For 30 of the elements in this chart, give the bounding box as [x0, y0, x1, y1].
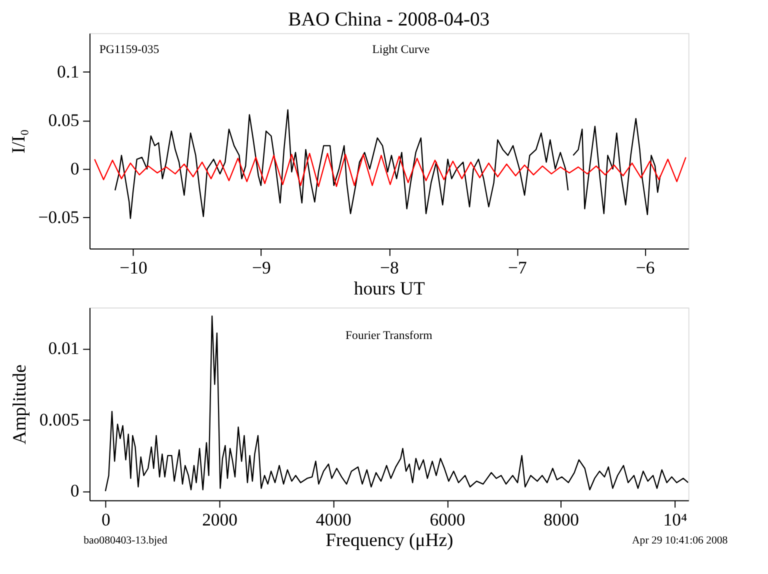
- x-tick-label: −7: [508, 258, 527, 278]
- y-tick-label: 0: [70, 480, 80, 501]
- y-tick-label: 0.05: [48, 110, 80, 130]
- y-axis-title: I/I₀: [8, 129, 30, 154]
- line-series: [104, 315, 688, 492]
- x-axis-title: hours UT: [354, 278, 426, 300]
- line-series: [94, 152, 686, 188]
- text: Apr 29 10:41:06 2008: [632, 534, 728, 547]
- x-tick-label: −10: [120, 258, 148, 278]
- annotation: PG1159-035: [99, 42, 160, 56]
- x-tick-label: 2000: [202, 509, 238, 530]
- x-tick-label: −8: [380, 258, 399, 278]
- y-tick-label: 0.01: [48, 338, 80, 358]
- x-tick-label: −9: [252, 258, 272, 278]
- x-tick-label: 6000: [430, 509, 466, 530]
- annotation: Fourier Transform: [345, 328, 432, 342]
- y-axis-title: Amplitude: [10, 364, 31, 444]
- x-tick-label: 0: [101, 509, 110, 530]
- annotation: Light Curve: [372, 42, 430, 56]
- chart-title: BAO China - 2008-04-03: [288, 8, 490, 30]
- x-tick-label: 10⁴: [663, 509, 688, 530]
- y-tick-label: 0: [70, 158, 80, 178]
- x-tick-label: 4000: [316, 509, 352, 530]
- x-axis-title: Frequency (μHz): [326, 530, 454, 551]
- y-tick-label: −0.05: [38, 206, 80, 227]
- text: bao080403-13.bjed: [84, 534, 168, 547]
- x-tick-label: −6: [636, 258, 655, 278]
- y-tick-label: 0.1: [57, 61, 80, 82]
- y-tick-label: 0.005: [39, 409, 80, 430]
- x-tick-label: 8000: [544, 509, 580, 530]
